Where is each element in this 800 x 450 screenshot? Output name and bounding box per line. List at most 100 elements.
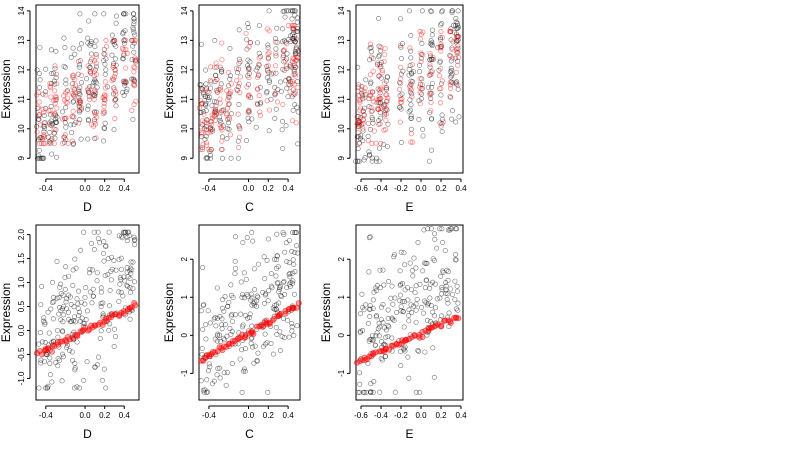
data-point-red <box>206 146 212 153</box>
x-tick-label: 0.0 <box>415 411 427 420</box>
data-point-red <box>355 88 361 94</box>
data-point-black <box>255 294 261 300</box>
data-point-black <box>244 37 250 43</box>
x-tick-label: 0.4 <box>119 411 131 420</box>
data-point-black <box>450 291 456 297</box>
data-point-black <box>202 102 208 108</box>
data-point-black <box>367 306 373 312</box>
data-point-black <box>109 254 115 260</box>
data-point-red <box>447 319 454 326</box>
data-point-black <box>85 136 91 142</box>
data-point-red <box>245 109 251 116</box>
y-tick-label: 0 <box>180 333 189 338</box>
data-point-black <box>448 74 454 80</box>
data-point-red <box>228 89 234 95</box>
data-point-black <box>370 389 376 395</box>
data-point-black <box>125 229 131 235</box>
data-point-black <box>58 281 64 287</box>
data-point-black <box>116 256 122 262</box>
data-point-black <box>374 330 380 336</box>
data-point-black <box>56 311 62 317</box>
data-point-black <box>35 105 41 111</box>
data-point-red <box>376 97 382 103</box>
data-point-red <box>198 124 204 130</box>
data-point-black <box>289 320 295 326</box>
data-point-black <box>87 59 93 65</box>
data-point-red <box>398 76 404 82</box>
data-point-black <box>453 119 459 125</box>
data-point-black <box>367 336 373 342</box>
data-point-red <box>102 97 108 103</box>
data-point-black <box>417 69 423 75</box>
data-point-black <box>280 48 286 54</box>
data-point-black <box>357 330 363 336</box>
data-point-red <box>409 139 416 145</box>
data-point-black <box>273 265 279 271</box>
data-point-black <box>63 81 69 87</box>
data-point-red <box>88 122 95 128</box>
data-point-black <box>92 78 98 84</box>
data-point-black <box>397 268 403 274</box>
data-point-black <box>454 81 460 87</box>
data-point-black <box>454 58 460 64</box>
data-point-red <box>91 69 97 75</box>
data-point-black <box>252 343 258 349</box>
data-point-red <box>451 314 458 321</box>
data-point-black <box>102 125 108 131</box>
data-point-black <box>356 140 362 146</box>
data-point-black <box>382 112 388 118</box>
data-point-black <box>354 134 360 140</box>
data-point-red <box>200 141 206 148</box>
data-point-black <box>439 21 445 27</box>
data-point-red <box>289 58 296 64</box>
data-point-red <box>289 79 296 85</box>
data-point-black <box>208 79 214 85</box>
data-point-black <box>113 43 119 49</box>
data-point-red <box>289 64 295 71</box>
data-point-black <box>294 15 300 21</box>
data-point-black <box>428 41 434 47</box>
data-point-black <box>398 304 404 310</box>
data-point-black <box>370 306 376 312</box>
data-point-black <box>366 96 372 102</box>
data-point-red <box>78 72 84 78</box>
data-point-red <box>41 120 47 126</box>
data-point-black <box>237 356 243 362</box>
data-point-black <box>425 84 431 90</box>
data-point-black <box>455 307 461 313</box>
data-point-black <box>366 104 372 110</box>
data-point-black <box>217 313 223 319</box>
data-point-black <box>224 111 230 117</box>
data-point-red <box>369 89 375 95</box>
data-point-red <box>383 92 389 98</box>
data-point-black <box>449 116 455 122</box>
data-point-red <box>228 81 234 87</box>
data-point-black <box>453 306 459 312</box>
data-point-black <box>130 285 136 291</box>
data-point-red <box>218 87 224 93</box>
data-point-red <box>207 77 213 83</box>
data-point-red <box>203 127 210 133</box>
data-point-black <box>71 114 77 120</box>
data-point-red <box>292 71 298 77</box>
data-point-red <box>121 310 128 317</box>
data-point-black <box>453 39 459 45</box>
data-point-red <box>54 105 60 111</box>
data-point-red <box>408 131 415 137</box>
data-point-red <box>34 129 40 135</box>
data-point-black <box>38 302 44 308</box>
data-point-black <box>203 67 209 73</box>
data-point-red <box>280 101 286 108</box>
data-point-red <box>234 78 240 84</box>
data-point-black <box>61 134 67 140</box>
data-point-black <box>107 303 113 309</box>
data-point-black <box>54 295 60 301</box>
data-point-black <box>280 316 286 322</box>
data-point-black <box>427 110 433 116</box>
y-tick-label: 13 <box>337 35 346 44</box>
data-point-black <box>129 37 135 43</box>
data-point-red <box>218 124 224 131</box>
data-point-red <box>103 43 110 49</box>
data-point-black <box>220 155 226 161</box>
data-point-black <box>118 266 124 272</box>
